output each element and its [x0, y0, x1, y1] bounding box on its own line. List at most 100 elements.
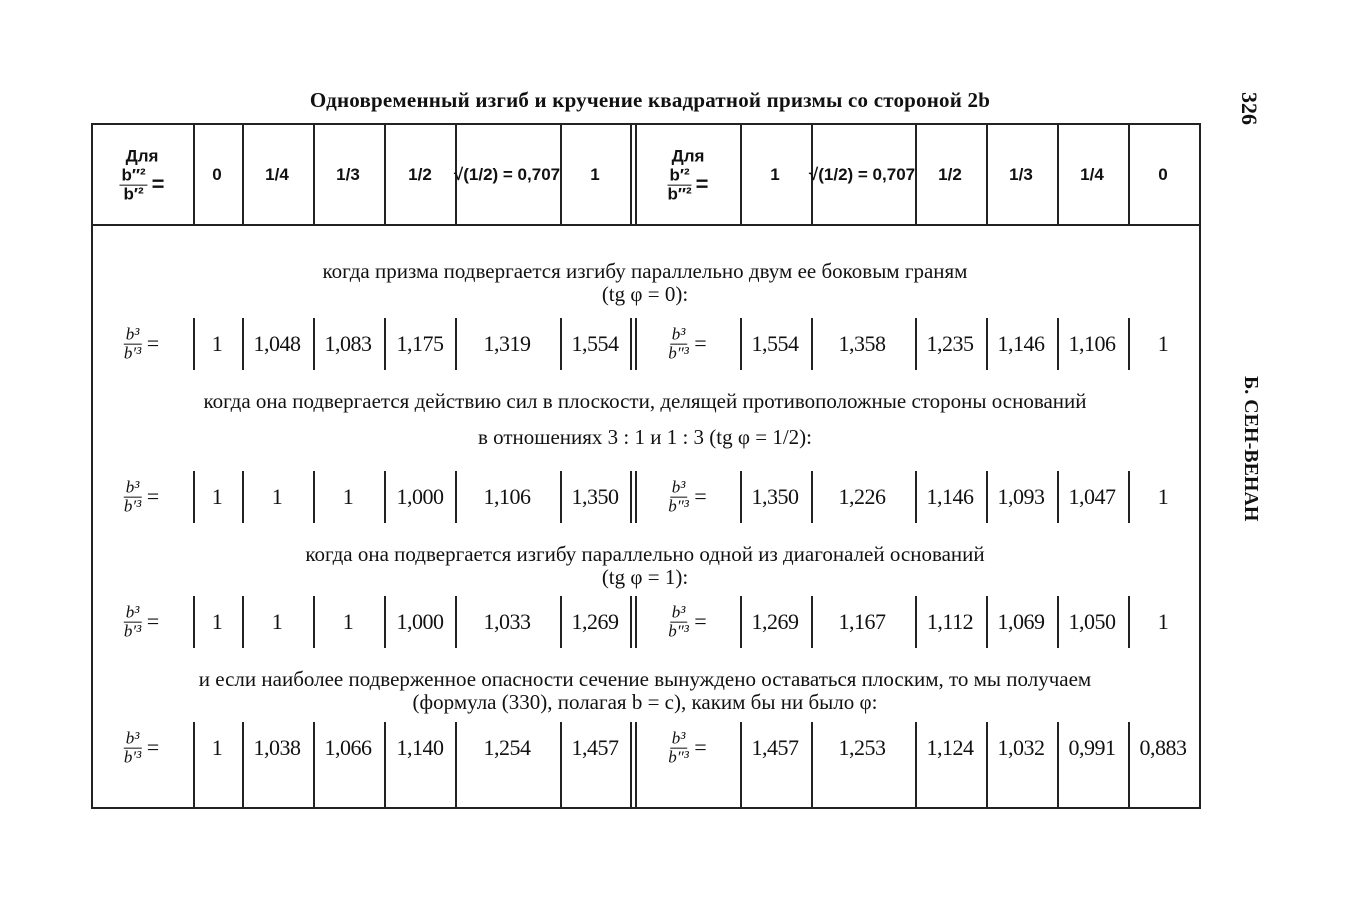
column-divider: [740, 722, 742, 807]
denominator: b′²: [123, 184, 144, 204]
numerator: b³: [669, 602, 688, 623]
table-cell: 1,226: [838, 484, 887, 509]
column-divider: [455, 722, 457, 807]
fraction: b³ b′³: [123, 478, 142, 516]
column-divider: [1057, 318, 1059, 370]
table-cell: 1,033: [483, 609, 532, 634]
double-divider: [630, 471, 632, 523]
fraction: b³ b′³: [123, 602, 142, 641]
fraction: b³ b′³: [123, 324, 142, 363]
double-divider: [635, 471, 637, 523]
column-divider: [193, 471, 195, 523]
header-value: 1: [770, 165, 780, 184]
column-divider: [986, 596, 988, 648]
label-word: Для: [671, 146, 705, 166]
header-value: 1/3: [336, 165, 360, 184]
row-right-label: b³ b″³ =: [668, 602, 708, 641]
column-divider: [242, 722, 244, 807]
header-value: 1: [590, 165, 600, 184]
table-cell: 1,106: [483, 484, 532, 509]
column-divider: [915, 318, 917, 370]
table-cell: 1,140: [396, 735, 445, 760]
header-value: √(1/2) = 0,707: [453, 165, 561, 184]
column-divider: [242, 123, 244, 224]
column-divider: [242, 318, 244, 370]
section-caption: и если наиболее подверженное опасности с…: [198, 667, 1092, 691]
column-divider: [811, 123, 813, 224]
fraction: b³ b′³: [123, 728, 142, 767]
column-divider: [1057, 596, 1059, 648]
fraction: b³ b″³: [668, 602, 689, 641]
header-value: 1/3: [1009, 165, 1033, 184]
column-divider: [193, 722, 195, 807]
column-divider: [740, 596, 742, 648]
table-cell: 1,457: [571, 735, 620, 760]
table-cell: 1: [1157, 609, 1169, 634]
table-cell: 1,350: [751, 484, 800, 509]
header-value: 1/2: [938, 165, 962, 184]
table-cell: 1,554: [751, 331, 800, 356]
column-divider: [1057, 471, 1059, 523]
table-cell: 1,254: [483, 735, 532, 760]
double-divider: [635, 123, 637, 224]
header-value: 1/4: [1080, 165, 1104, 184]
column-divider: [915, 471, 917, 523]
double-divider: [635, 318, 637, 370]
table-cell: 0,883: [1139, 735, 1188, 760]
column-divider: [1128, 722, 1130, 807]
equals-sign: =: [145, 331, 161, 356]
equals-sign: =: [151, 172, 165, 197]
column-divider: [455, 318, 457, 370]
table-cell: 1,235: [926, 331, 975, 356]
column-divider: [313, 318, 315, 370]
header-value: 1/2: [408, 165, 432, 184]
section-caption-line2: (формула (330), полагая b = c), каким бы…: [412, 690, 878, 714]
section-caption: когда она подвергается действию сил в пл…: [203, 389, 1087, 413]
table-cell: 1,066: [324, 735, 373, 760]
equals-sign: =: [692, 735, 708, 760]
denominator: b″³: [668, 496, 689, 516]
table-cell: 1,350: [571, 484, 620, 509]
equals-sign: =: [145, 735, 161, 760]
equals-sign: =: [695, 172, 709, 197]
denominator: b″³: [668, 343, 689, 363]
column-divider: [313, 722, 315, 807]
column-divider: [384, 471, 386, 523]
column-divider: [384, 318, 386, 370]
double-divider: [630, 318, 632, 370]
equals-sign: =: [692, 609, 708, 634]
table-cell: 1,269: [751, 609, 800, 634]
column-divider: [560, 722, 562, 807]
numerator: b³: [123, 324, 142, 345]
table-cell: 0,991: [1068, 735, 1117, 760]
column-divider: [811, 471, 813, 523]
column-divider: [560, 123, 562, 224]
row-left-label: b³ b′³ =: [123, 324, 161, 363]
table-cell: 1,253: [838, 735, 887, 760]
equals-sign: =: [145, 609, 161, 634]
table-cell: 1: [211, 735, 223, 760]
table-cell: 1,069: [997, 609, 1046, 634]
column-divider: [1057, 722, 1059, 807]
table-bottom-border: [91, 807, 1201, 809]
column-divider: [313, 596, 315, 648]
column-divider: [560, 471, 562, 523]
equals-sign: =: [692, 484, 708, 509]
numerator: b³: [123, 728, 142, 749]
column-divider: [455, 596, 457, 648]
column-divider: [915, 123, 917, 224]
row-right-label: b³ b″³ =: [668, 729, 708, 767]
double-divider: [630, 123, 632, 224]
fraction: b³ b″³: [668, 478, 689, 516]
column-divider: [811, 596, 813, 648]
double-divider: [635, 596, 637, 648]
column-divider: [811, 722, 813, 807]
double-divider: [635, 722, 637, 807]
numerator: b³: [669, 324, 688, 345]
column-divider: [740, 123, 742, 224]
table-cell: 1,146: [926, 484, 975, 509]
numerator: b′²: [667, 165, 692, 186]
column-divider: [313, 471, 315, 523]
column-divider: [986, 318, 988, 370]
numerator: b³: [123, 602, 142, 623]
